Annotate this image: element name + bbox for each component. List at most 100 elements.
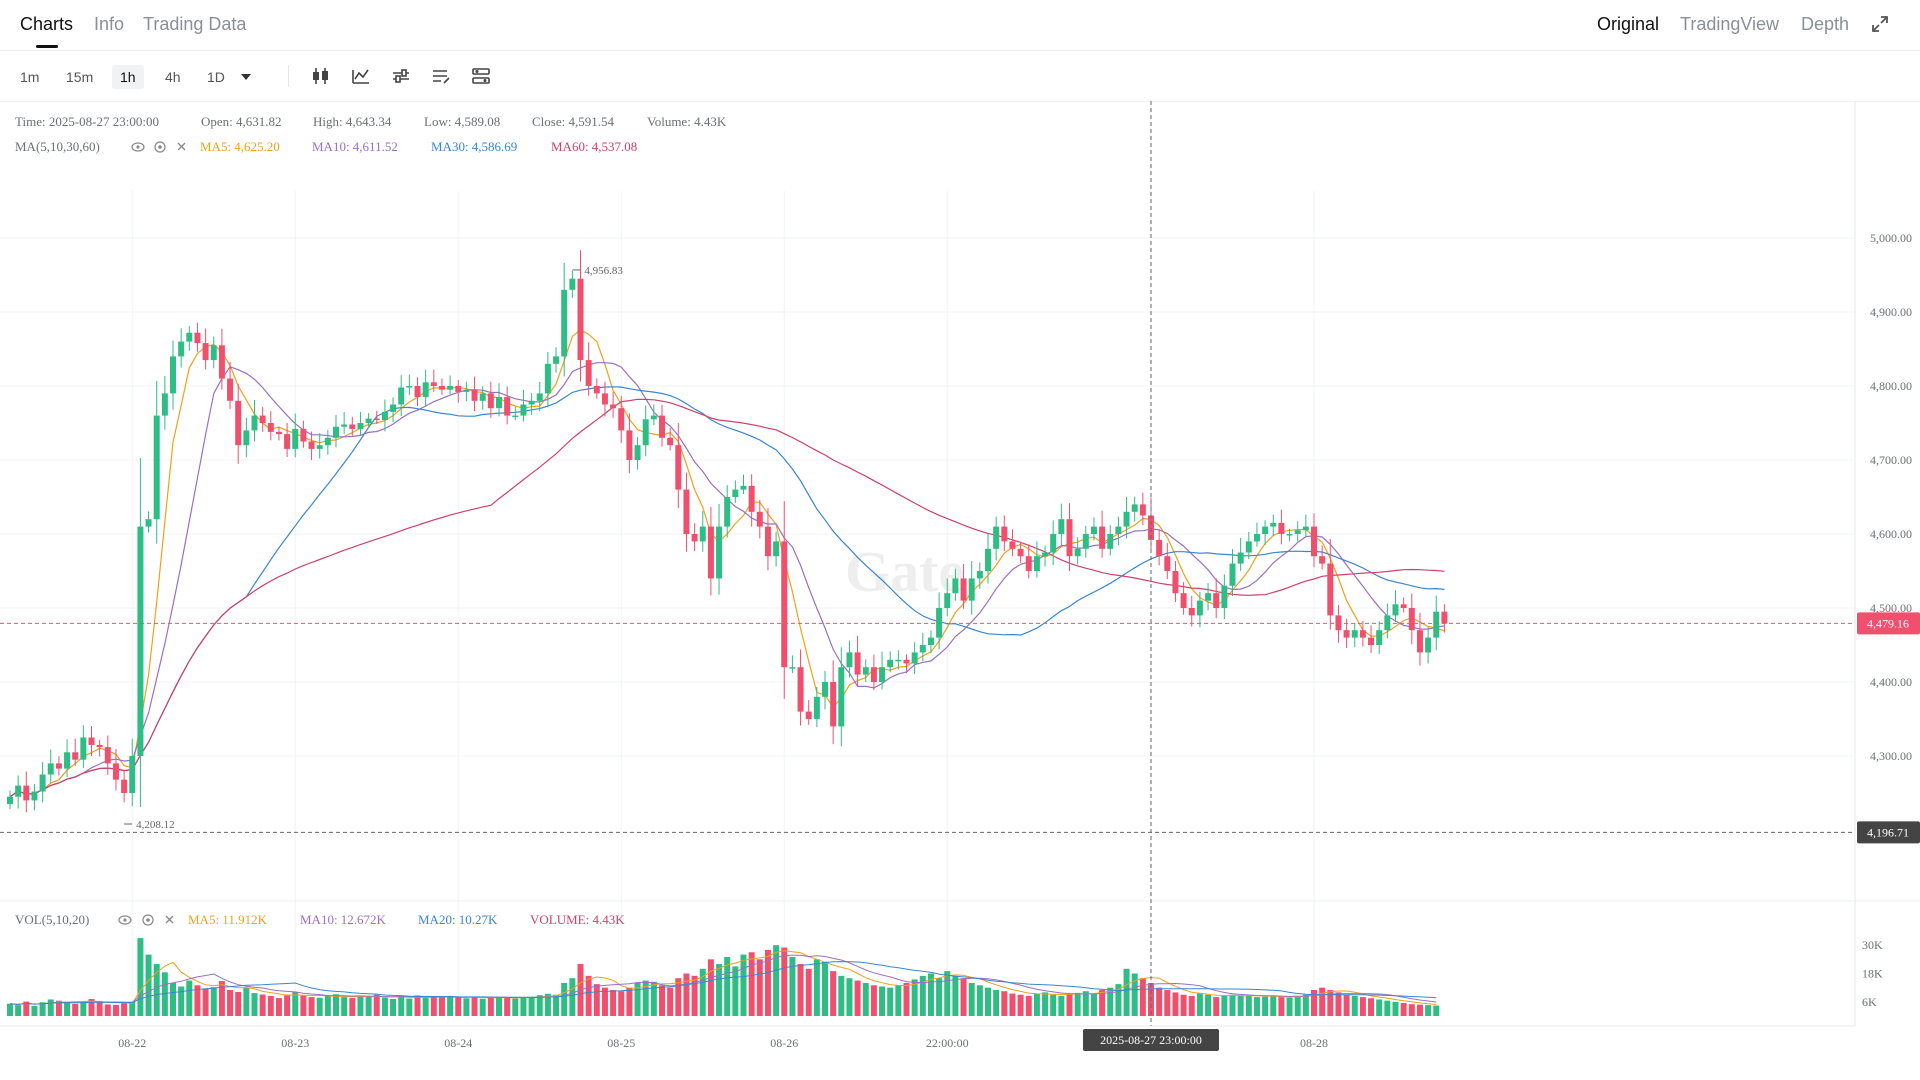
candle — [170, 356, 176, 394]
volume-bar — [7, 1003, 13, 1016]
candle — [618, 408, 625, 431]
settings-icon[interactable] — [154, 141, 166, 153]
candle — [862, 667, 869, 675]
volume-bar — [1311, 990, 1317, 1016]
tab-info[interactable]: Info — [94, 14, 125, 34]
candle — [838, 667, 845, 727]
candle — [830, 682, 837, 727]
volume-bar — [324, 995, 331, 1016]
candle — [585, 360, 592, 386]
vol-legend-controls[interactable] — [118, 914, 174, 926]
candle — [944, 593, 951, 608]
candlestick-icon[interactable] — [310, 65, 332, 87]
candle — [1359, 630, 1366, 638]
volume-bar — [227, 990, 234, 1016]
candle — [919, 645, 926, 653]
indicator-icon[interactable] — [350, 65, 372, 87]
candle — [145, 519, 152, 527]
settings-sliders-icon[interactable] — [390, 65, 412, 87]
volume-bar — [797, 964, 804, 1016]
candle — [487, 393, 494, 409]
volume-bar — [976, 985, 983, 1016]
candle — [381, 411, 388, 421]
volume-bar — [740, 954, 747, 1016]
candle — [1050, 534, 1057, 553]
candle — [275, 431, 282, 435]
volume-bar — [1368, 998, 1375, 1016]
view-depth[interactable]: Depth — [1801, 14, 1850, 34]
candle — [1123, 511, 1130, 527]
candle — [667, 437, 674, 446]
candle — [1148, 515, 1154, 540]
timeframe-4h[interactable]: 4h — [165, 69, 181, 85]
candle — [1302, 526, 1309, 531]
tab-trading-data[interactable]: Trading Data — [143, 14, 247, 34]
close-icon[interactable] — [177, 142, 186, 151]
volume-bar — [634, 982, 641, 1016]
ohlc-info: Time: 2025-08-27 23:00:00 Open: 4,631.82… — [15, 114, 727, 129]
candle — [1262, 526, 1269, 534]
candle — [748, 485, 755, 512]
volume-bar — [1033, 993, 1040, 1016]
settings-icon[interactable] — [142, 914, 154, 926]
vol-legend: VOL(5,10,20) MA5: 11.912K MA10: 12.672K … — [15, 912, 625, 927]
svg-text:Close: 4,591.54: Close: 4,591.54 — [532, 114, 614, 129]
volume-bar — [773, 945, 780, 1016]
close-icon[interactable] — [165, 915, 174, 924]
active-tab-indicator — [36, 45, 58, 48]
candle — [235, 400, 242, 446]
volume-bar — [357, 996, 364, 1016]
view-tradingview[interactable]: TradingView — [1680, 14, 1780, 34]
candle — [1042, 552, 1049, 557]
volume-bar — [414, 995, 421, 1016]
timeframe-1h[interactable]: 1h — [112, 65, 144, 89]
candle — [7, 796, 13, 805]
candle — [55, 763, 62, 769]
moving-average-lines — [9, 329, 1445, 798]
y-tick-label: 4,700.00 — [1870, 453, 1912, 467]
eye-icon[interactable] — [118, 915, 132, 925]
candle — [267, 423, 274, 432]
timeframe-1d[interactable]: 1D — [207, 69, 225, 85]
volume-bar — [39, 1002, 46, 1016]
price-chart[interactable]: Time: 2025-08-27 23:00:00 Open: 4,631.82… — [0, 101, 1920, 1079]
candle — [1001, 526, 1008, 542]
timeframe-1m[interactable]: 1m — [20, 69, 40, 85]
candle — [1082, 534, 1089, 549]
x-tick-label: 08-26 — [770, 1036, 798, 1050]
ma-legend-controls[interactable] — [131, 141, 186, 153]
eye-icon[interactable] — [131, 142, 145, 152]
candle — [1099, 526, 1106, 549]
candle — [88, 737, 95, 745]
volume-bar — [512, 998, 519, 1016]
fullscreen-icon[interactable] — [1870, 14, 1890, 34]
volume-bar — [1001, 991, 1008, 1016]
candle — [251, 415, 258, 431]
layout-icon[interactable] — [470, 65, 492, 87]
volume-bar — [1074, 992, 1081, 1016]
volume-bar — [292, 991, 299, 1016]
tab-charts[interactable]: Charts — [20, 14, 74, 34]
candle — [781, 541, 788, 668]
volume-bar — [626, 987, 633, 1016]
candle — [764, 526, 771, 557]
volume-bar — [993, 990, 1000, 1016]
volume-bar — [610, 990, 617, 1016]
volume-bar — [569, 978, 576, 1016]
volume-bar — [1050, 994, 1057, 1016]
drawing-tools-icon[interactable] — [430, 65, 452, 87]
candle — [1416, 630, 1423, 653]
candle — [1441, 611, 1448, 624]
volume-bar — [341, 997, 348, 1016]
volume-bar — [333, 994, 339, 1016]
candle — [936, 608, 943, 638]
candle — [985, 548, 991, 571]
timeframe-15m[interactable]: 15m — [66, 69, 94, 85]
candle — [1180, 593, 1187, 608]
chevron-down-icon[interactable] — [240, 72, 252, 82]
view-original[interactable]: Original — [1597, 14, 1660, 34]
candle — [341, 424, 348, 427]
volume-bar — [1156, 987, 1163, 1016]
candle — [1425, 637, 1432, 653]
candle — [1343, 630, 1350, 638]
